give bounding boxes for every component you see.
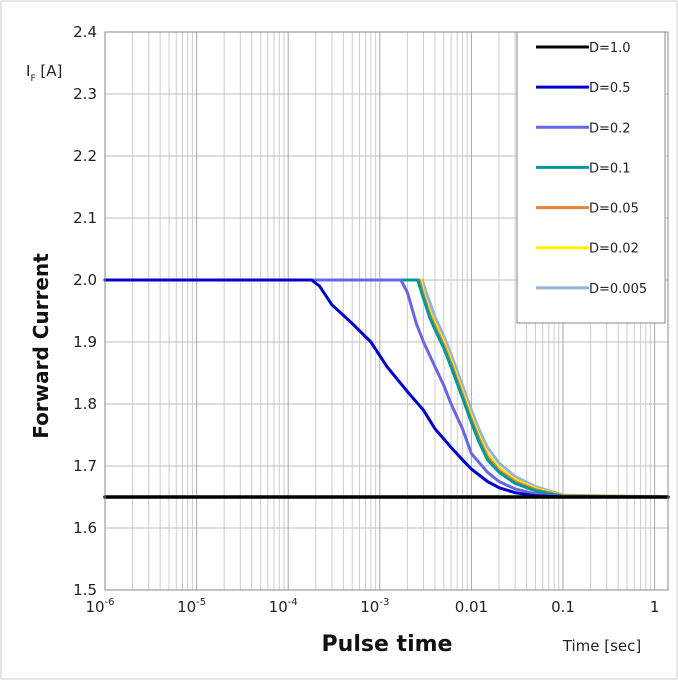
legend-label: D=0.5	[589, 81, 631, 96]
x-tick-label: 10-5	[177, 597, 206, 616]
y-unit-main: I	[26, 62, 30, 80]
y-axis-title: Forward Current	[29, 253, 53, 439]
series-line	[103, 278, 670, 499]
y-tick-label: 2.2	[73, 147, 97, 165]
x-tick-label: 1	[650, 598, 660, 616]
series-line	[103, 278, 670, 499]
plot-area-border	[104, 31, 669, 591]
x-axis-unit: Time [sec]	[562, 637, 641, 655]
x-tick-labels: 10-6 10-5 10-4 10-3 0.01 0.1 1	[85, 597, 659, 616]
y-tick-label: 2.1	[73, 209, 97, 227]
x-tick-label: 10-3	[360, 597, 389, 616]
y-tick-label: 1.5	[73, 581, 97, 599]
series-lines	[103, 278, 670, 499]
y-tick-labels: 1.5 1.6 1.7 1.8 1.9 2.0 2.1 2.2 2.3 2.4	[73, 23, 97, 599]
y-tick-label: 1.6	[73, 519, 97, 537]
legend-box	[516, 31, 666, 324]
y-tick-label: 2.4	[73, 23, 97, 41]
x-tick-exponent: -6	[105, 597, 115, 608]
series-line	[103, 278, 670, 499]
x-tick-label: 10-4	[269, 597, 298, 616]
legend-label: D=0.02	[589, 242, 639, 257]
y-unit-subscript: F	[30, 74, 35, 84]
y-unit-rest: [A]	[36, 62, 63, 80]
x-axis-title: Pulse time	[322, 632, 453, 657]
x-tick-label: 10-6	[85, 597, 114, 616]
y-tick-label: 1.9	[73, 333, 97, 351]
legend-label: D=0.005	[589, 282, 647, 297]
y-tick-label: 2.3	[73, 85, 97, 103]
y-tick-label: 1.8	[73, 395, 97, 413]
legend-label: D=0.05	[589, 202, 639, 217]
x-tick-exponent: -5	[196, 597, 206, 608]
x-tick-exponent: -3	[379, 597, 389, 608]
legend-label: D=0.1	[589, 161, 631, 176]
y-axis-unit: IF [A]	[26, 62, 62, 84]
series-line	[103, 278, 670, 499]
legend-label: D=0.2	[589, 121, 631, 136]
x-tick-exponent: -4	[288, 597, 298, 608]
legend-label: D=1.0	[589, 41, 631, 56]
x-tick-label: 0.1	[551, 598, 575, 616]
legend: D=1.0 D=0.5 D=0.2 D=0.1 D=0.05 D=0.02 D=0.005	[516, 31, 666, 324]
y-tick-label: 2.0	[73, 271, 97, 289]
y-tick-label: 1.7	[73, 457, 97, 475]
x-tick-label: 0.01	[455, 598, 488, 616]
